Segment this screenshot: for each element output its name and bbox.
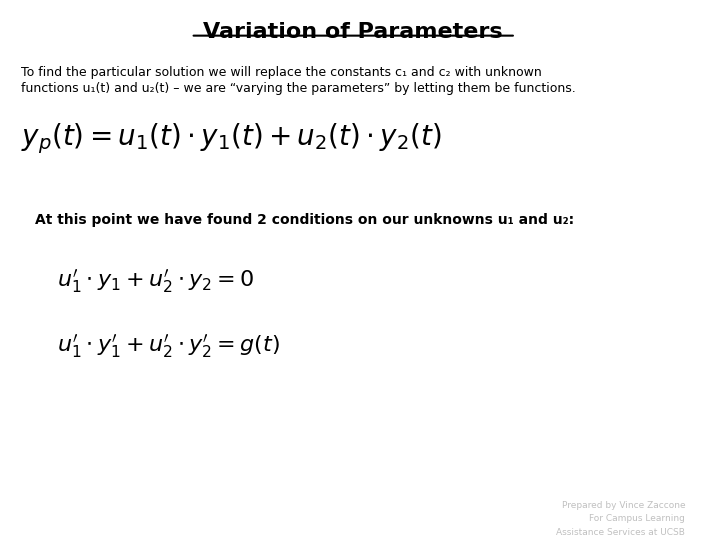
Text: At this point we have found 2 conditions on our unknowns u₁ and u₂:: At this point we have found 2 conditions… (35, 213, 575, 227)
Text: Prepared by Vince Zaccone: Prepared by Vince Zaccone (562, 501, 685, 510)
Text: For Campus Learning: For Campus Learning (590, 514, 685, 523)
Text: $y_p(t) = u_1(t) \cdot y_1(t) + u_2(t) \cdot y_2(t)$: $y_p(t) = u_1(t) \cdot y_1(t) + u_2(t) \… (21, 122, 441, 156)
Text: Assistance Services at UCSB: Assistance Services at UCSB (557, 528, 685, 537)
Text: functions u₁(t) and u₂(t) – we are “varying the parameters” by letting them be f: functions u₁(t) and u₂(t) – we are “vary… (21, 82, 576, 95)
Text: To find the particular solution we will replace the constants c₁ and c₂ with unk: To find the particular solution we will … (21, 66, 542, 79)
Text: Variation of Parameters: Variation of Parameters (204, 22, 503, 42)
Text: $u_1' \cdot y_1 + u_2' \cdot y_2 = 0$: $u_1' \cdot y_1 + u_2' \cdot y_2 = 0$ (57, 267, 254, 295)
Text: $u_1' \cdot y_1' + u_2' \cdot y_2' = g(t)$: $u_1' \cdot y_1' + u_2' \cdot y_2' = g(t… (57, 332, 279, 360)
